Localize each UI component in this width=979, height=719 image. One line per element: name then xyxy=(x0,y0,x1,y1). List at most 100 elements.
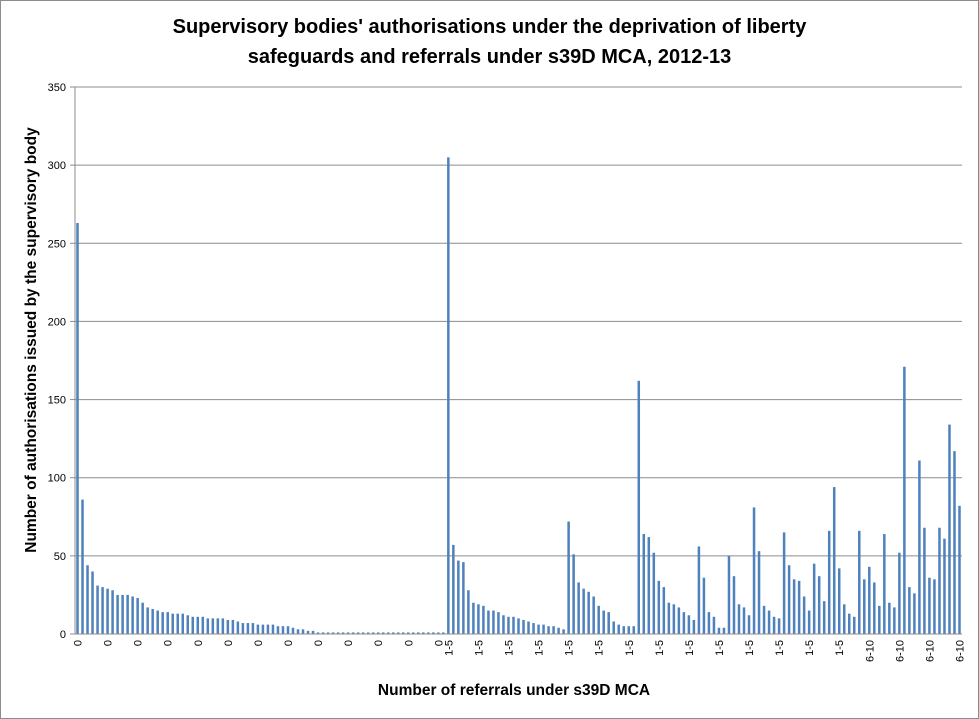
bar xyxy=(181,613,184,634)
bar xyxy=(878,605,881,634)
bar xyxy=(226,619,230,634)
bar xyxy=(211,618,215,634)
bar xyxy=(326,632,330,634)
x-tick-label: 1-5 xyxy=(503,640,515,656)
bar xyxy=(432,632,435,634)
bar xyxy=(176,613,179,634)
bar xyxy=(842,604,846,634)
bar xyxy=(116,594,119,634)
bar xyxy=(792,579,796,634)
bar xyxy=(261,624,265,634)
bar xyxy=(727,555,731,634)
chart-title-line-2: safeguards and referrals under s39D MCA,… xyxy=(247,46,732,68)
bar xyxy=(747,615,751,634)
bar xyxy=(812,563,816,634)
bar xyxy=(702,577,706,634)
bar xyxy=(366,632,370,634)
bar xyxy=(271,624,275,634)
bar xyxy=(101,587,104,634)
bar xyxy=(417,632,420,634)
x-tick-label: 0 xyxy=(313,640,325,646)
bar xyxy=(707,612,711,634)
bar xyxy=(893,607,896,634)
bar xyxy=(266,624,270,634)
bar xyxy=(376,632,380,634)
x-tick-label: 0 xyxy=(163,640,175,646)
x-tick-label: 1-5 xyxy=(744,640,756,656)
bar xyxy=(156,610,159,634)
x-tick-label: 1-5 xyxy=(834,640,846,656)
x-tick-label: 1-5 xyxy=(804,640,816,656)
bar xyxy=(241,623,245,634)
bar xyxy=(196,616,200,634)
y-tick-label: 100 xyxy=(48,473,66,485)
bar xyxy=(938,527,941,634)
bar xyxy=(933,579,936,634)
bar xyxy=(246,623,250,634)
bar xyxy=(827,530,831,634)
bar xyxy=(482,605,485,634)
bar xyxy=(627,626,631,634)
x-tick-label: 0 xyxy=(403,640,415,646)
bar xyxy=(832,487,836,634)
bar xyxy=(106,588,109,634)
bar xyxy=(281,626,285,634)
bar xyxy=(677,607,681,634)
x-tick-label: 1-5 xyxy=(534,640,546,656)
bar xyxy=(351,632,355,634)
bar xyxy=(381,632,385,634)
bar xyxy=(537,624,540,634)
bar xyxy=(868,566,871,634)
bar xyxy=(802,596,806,634)
bar xyxy=(452,544,455,634)
bar xyxy=(412,632,415,634)
bar xyxy=(341,632,345,634)
bar xyxy=(898,552,901,634)
bar xyxy=(928,577,931,634)
bar xyxy=(697,546,701,634)
x-tick-label: 1-5 xyxy=(714,640,726,656)
bar xyxy=(91,571,94,634)
x-tick-label: 1-5 xyxy=(774,640,786,656)
bar xyxy=(507,616,510,634)
bar xyxy=(311,630,315,634)
x-tick-label: 1-5 xyxy=(443,640,455,656)
bar xyxy=(502,615,505,634)
x-tick-label: 0 xyxy=(433,640,445,646)
bar xyxy=(657,580,661,634)
y-tick-label: 250 xyxy=(48,238,66,250)
bar xyxy=(306,630,310,634)
bar xyxy=(923,527,926,634)
bar xyxy=(607,612,610,634)
bar xyxy=(787,565,791,634)
chart-title: Supervisory bodies' authorisations under… xyxy=(0,12,979,72)
bar xyxy=(847,613,851,634)
bar xyxy=(371,632,375,634)
bar xyxy=(918,460,921,634)
bar xyxy=(632,626,636,634)
bar xyxy=(492,610,495,634)
bar xyxy=(853,616,856,634)
bar xyxy=(712,616,716,634)
bar xyxy=(652,552,656,634)
x-tick-label: 0 xyxy=(343,640,355,646)
bar xyxy=(777,618,781,634)
bar xyxy=(427,632,430,634)
bar xyxy=(141,602,144,634)
bar xyxy=(667,602,671,634)
bar xyxy=(562,629,565,634)
bar xyxy=(662,587,666,634)
x-tick-label: 6-10 xyxy=(894,640,906,662)
bar xyxy=(687,615,691,634)
chart-title-line-1: Supervisory bodies' authorisations under… xyxy=(172,16,807,38)
bar xyxy=(361,632,365,634)
bar xyxy=(86,565,89,634)
bar xyxy=(577,582,580,634)
bar xyxy=(737,604,741,634)
y-tick-label: 0 xyxy=(60,629,66,641)
bar xyxy=(356,632,360,634)
y-tick-label: 200 xyxy=(48,316,66,328)
bar xyxy=(908,587,911,634)
bar xyxy=(567,521,570,634)
